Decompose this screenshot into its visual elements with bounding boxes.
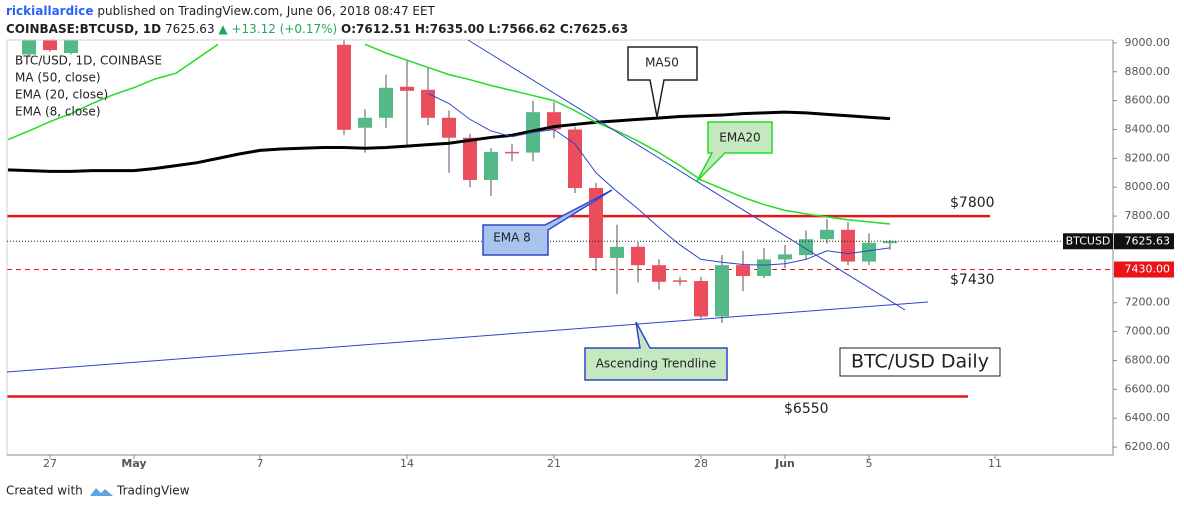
x-tick-label: 21 (547, 457, 561, 470)
candle-body (757, 259, 771, 277)
x-tick-label: May (121, 457, 146, 470)
y-tick-label: 7200.00 (1125, 296, 1171, 309)
indicator-line (427, 92, 891, 266)
indicator-line (7, 43, 891, 225)
callout-text: MA50 (645, 56, 679, 70)
candle-body (883, 241, 897, 244)
x-tick-label: Jun (774, 457, 795, 470)
ascending-trendline (6, 301, 929, 373)
axis-tag (1114, 261, 1174, 278)
candle-body (22, 40, 36, 55)
footer-brand[interactable]: TradingView (116, 484, 190, 498)
candle-body (442, 117, 456, 138)
callout (696, 121, 773, 182)
candle-body (694, 281, 708, 317)
candle-body (400, 86, 414, 91)
legend: BTC/USD, 1D, COINBASE MA (50, close) EMA… (15, 54, 162, 119)
level-label: $7430 (950, 272, 995, 288)
symbol-line: COINBASE:BTCUSD, 1D 7625.63 ▲ +13.12 (+0… (6, 22, 628, 36)
candle-body (820, 229, 834, 240)
symbol: COINBASE:BTCUSD, 1D (6, 22, 161, 36)
candle-body (715, 265, 729, 317)
y-tick-label: 8800.00 (1125, 65, 1171, 78)
x-tick-label: 14 (400, 457, 414, 470)
legend-title: BTC/USD, 1D, COINBASE (15, 54, 162, 68)
change: +13.12 (+0.17%) (231, 22, 337, 36)
axis-tag-label: 7430.00 (1125, 263, 1171, 276)
y-tick-label: 7800.00 (1125, 209, 1171, 222)
candle-body (505, 151, 519, 154)
callout (627, 46, 698, 118)
y-tick-label: 7000.00 (1125, 325, 1171, 338)
price-tag-label: 7625.63 (1125, 234, 1171, 247)
published: published on TradingView.com, June 06, 2… (97, 4, 435, 18)
x-tick-label: 5 (866, 457, 873, 470)
candle-body (358, 117, 372, 128)
y-tick-label: 9000.00 (1125, 36, 1171, 49)
y-tick-label: 6200.00 (1125, 440, 1171, 453)
callout-text: Ascending Trendline (596, 357, 717, 371)
callout-text: EMA20 (719, 131, 760, 145)
y-tick-label: 8400.00 (1125, 122, 1171, 135)
header-line: rickiallardice published on TradingView.… (6, 4, 436, 18)
callout (584, 321, 728, 381)
callout (482, 189, 613, 256)
x-tick-label: 27 (43, 457, 57, 470)
candle-body (568, 129, 582, 188)
candle-body (736, 265, 750, 277)
legend-entry: EMA (20, close) (15, 88, 108, 102)
annotations: MA50 EMA20 EMA 8 Ascending Trendline BTC… (6, 39, 1001, 381)
candle-body (652, 265, 666, 282)
ohlc: O:7612.51 H:7635.00 L:7566.62 C:7625.63 (341, 22, 628, 36)
callout-text: EMA 8 (493, 231, 531, 245)
y-tick-label: 8200.00 (1125, 151, 1171, 164)
descending-trendline (467, 39, 906, 311)
y-tick-label: 8000.00 (1125, 180, 1171, 193)
y-tick-label: 6600.00 (1125, 382, 1171, 395)
y-tick-label: 6400.00 (1125, 411, 1171, 424)
x-tick-label: 28 (694, 457, 708, 470)
price: 7625.63 (165, 22, 215, 36)
candle-body (379, 87, 393, 118)
chart-label: BTC/USD Daily (851, 351, 989, 373)
footer[interactable]: Created with TradingView (6, 484, 190, 498)
candle-body (610, 246, 624, 258)
symbol-tag-label: BTCUSD (1066, 234, 1111, 247)
price-tag (1114, 233, 1174, 250)
candle-body (43, 40, 57, 51)
y-tick-label: 6800.00 (1125, 353, 1171, 366)
candle-body (631, 246, 645, 266)
candle-body (778, 254, 792, 260)
text-box (839, 347, 1001, 377)
candle-body (589, 187, 603, 258)
plot (7, 40, 1113, 398)
legend-entry: MA (50, close) (15, 71, 101, 85)
candle-body (421, 89, 435, 118)
author[interactable]: rickiallardice (6, 4, 94, 18)
y-tick-label: 8600.00 (1125, 94, 1171, 107)
footer-text: Created with (6, 484, 83, 498)
candle-body (64, 40, 78, 53)
candle-body (337, 44, 351, 130)
candle-body (841, 229, 855, 262)
x-tick-label: 7 (257, 457, 264, 470)
indicator-line (7, 110, 891, 173)
level-label: $7800 (950, 195, 995, 211)
candle-body (484, 151, 498, 181)
logo (90, 488, 113, 496)
candle-body (673, 280, 687, 282)
candle-body (463, 137, 477, 181)
legend-entry: EMA (8, close) (15, 105, 101, 119)
candle-body (862, 242, 876, 262)
x-tick-label: 11 (988, 457, 1002, 470)
symbol-tag (1063, 233, 1113, 250)
level-label: $6550 (784, 401, 829, 417)
